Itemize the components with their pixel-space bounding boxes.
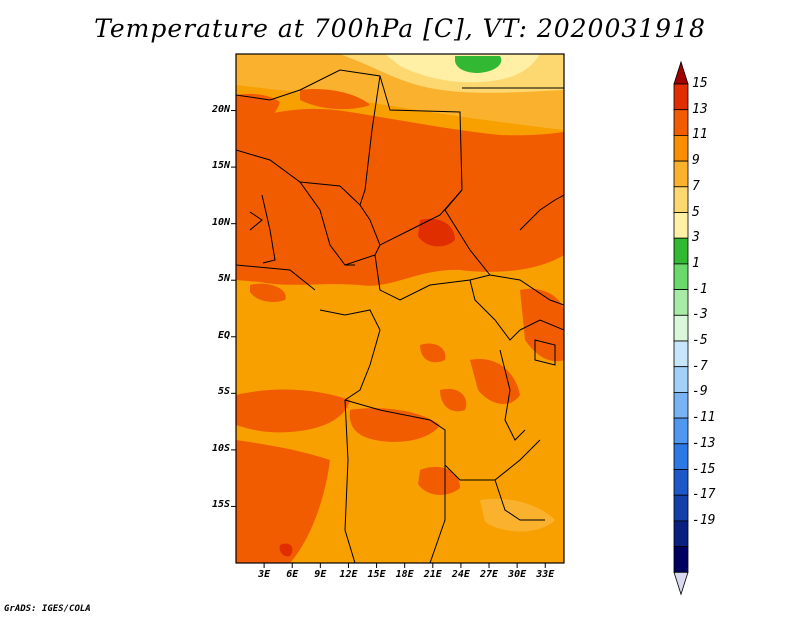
x-tick-label: 33E (536, 569, 555, 580)
y-tick-label: 20N (211, 103, 230, 115)
x-tick-label: 12E (339, 569, 358, 580)
colorbar-bin (673, 237, 689, 265)
colorbar-bin (673, 263, 689, 290)
colorbar-label: 3 (692, 230, 700, 246)
chart-title: Temperature at 700hPa [C], VT: 202003191… (94, 14, 706, 43)
colorbar-bin (673, 340, 689, 368)
colorbar-label: -15 (692, 461, 716, 477)
x-tick-label: 9E (314, 569, 327, 580)
x-tick-label: 6E (286, 569, 299, 580)
colorbar-bin (673, 494, 689, 522)
colorbar-bin (673, 366, 689, 393)
colorbar-label: 11 (692, 127, 708, 143)
grads-credit: GrADS: IGES/COLA (4, 604, 91, 614)
y-tick-label: 10S (211, 442, 230, 454)
y-tick-label: 15N (211, 160, 230, 172)
colorbar-bin (673, 417, 689, 445)
y-tick-label: 5N (217, 273, 230, 285)
colorbar-bin (673, 314, 689, 342)
colorbar-bin (673, 186, 689, 213)
y-tick-label: EQ (217, 329, 230, 341)
colorbar-label: -17 (692, 487, 716, 503)
colorbar-label: -11 (692, 410, 716, 426)
colorbar-label: 15 (692, 76, 708, 91)
colorbar-bin (673, 109, 689, 136)
colorbar-label: 7 (692, 178, 700, 194)
x-tick-label: 21E (423, 569, 442, 580)
colorbar-label: -13 (692, 435, 716, 451)
colorbar-label: -3 (692, 307, 708, 323)
colorbar-label: 9 (692, 153, 700, 169)
colorbar-label: 13 (692, 101, 708, 117)
colorbar-bin (673, 83, 689, 111)
x-tick-label: 27E (479, 569, 499, 580)
country-borders (236, 69, 564, 563)
map-frame (235, 53, 565, 564)
x-tick-label: 30E (508, 569, 527, 580)
colorbar-bin (673, 134, 689, 162)
colorbar-bin (673, 391, 689, 419)
colorbar-label: -7 (692, 358, 708, 374)
y-tick-label: 15S (211, 499, 230, 511)
colorbar-label: 5 (692, 204, 700, 220)
colorbar-cap (673, 571, 689, 596)
y-tick-label: 10N (211, 216, 230, 228)
colorbar-label: -5 (692, 333, 708, 348)
y-tick-label: 5S (217, 386, 230, 398)
colorbar (673, 60, 689, 596)
x-tick-label: 18E (395, 569, 414, 580)
colorbar-label: -9 (692, 384, 708, 400)
colorbar-bin (673, 520, 689, 548)
temperature-field (236, 54, 564, 563)
colorbar-bin (673, 289, 689, 316)
colorbar-bin (673, 469, 689, 496)
axis-ticks (231, 110, 546, 568)
colorbar-label: -19 (692, 512, 716, 528)
colorbar-cap (673, 60, 689, 85)
colorbar-label: 1 (692, 255, 700, 271)
x-tick-label: 24E (451, 569, 470, 580)
colorbar-bin (673, 212, 689, 239)
colorbar-label: -1 (692, 281, 708, 297)
colorbar-bin (673, 160, 689, 188)
x-tick-label: 15E (367, 569, 386, 580)
colorbar-bin (673, 443, 689, 470)
colorbar-bin (673, 546, 689, 573)
x-tick-label: 3E (258, 569, 271, 580)
